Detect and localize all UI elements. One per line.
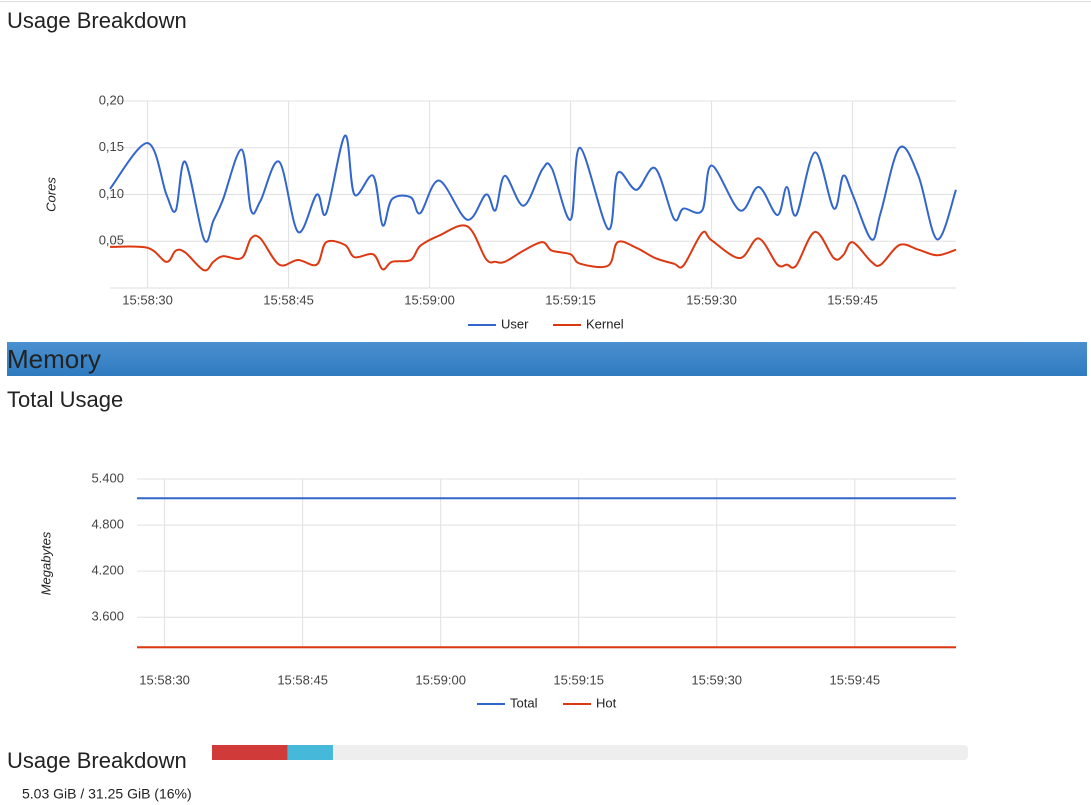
x-tick-label: 15:59:45 (829, 672, 880, 687)
x-tick-label: 15:58:45 (277, 672, 328, 687)
x-tick-label: 15:58:30 (122, 292, 173, 307)
series-line (109, 134, 957, 243)
memory-header (7, 342, 1087, 376)
legend-label: Kernel (586, 316, 624, 331)
y-tick-label: 0,05 (99, 233, 124, 248)
x-tick-label: 15:59:15 (545, 292, 596, 307)
x-tick-label: 15:59:30 (691, 672, 742, 687)
x-tick-label: 15:58:45 (263, 292, 314, 307)
usage-bar-segment (212, 745, 288, 760)
section-title: Usage Breakdown (7, 748, 187, 773)
y-tick-label: 0,15 (99, 139, 124, 154)
x-tick-label: 15:58:30 (139, 672, 190, 687)
x-tick-label: 15:59:15 (553, 672, 604, 687)
series-line (109, 224, 957, 272)
y-tick-label: 0,10 (99, 186, 124, 201)
y-tick-label: 3.600 (91, 609, 124, 624)
y-tick-label: 4.800 (91, 517, 124, 532)
y-tick-label: 5.400 (91, 470, 124, 485)
x-tick-label: 15:59:00 (415, 672, 466, 687)
legend-label: Total (510, 695, 538, 710)
y-axis-title: Cores (43, 177, 58, 212)
usage-bar-segment (287, 745, 333, 760)
legend-label: User (501, 316, 529, 331)
x-tick-label: 15:59:00 (404, 292, 455, 307)
y-axis-title: Megabytes (38, 531, 53, 595)
section-title: Usage Breakdown (7, 8, 187, 33)
y-tick-label: 0,20 (99, 92, 124, 107)
usage-summary: 5.03 GiB / 31.25 GiB (16%) (22, 786, 192, 802)
memory-title: Memory (7, 344, 101, 374)
x-tick-label: 15:59:45 (827, 292, 878, 307)
y-tick-label: 4.200 (91, 563, 124, 578)
section-title: Total Usage (7, 387, 123, 412)
x-tick-label: 15:59:30 (686, 292, 737, 307)
usage-bar-track (212, 745, 968, 760)
legend-label: Hot (596, 695, 617, 710)
